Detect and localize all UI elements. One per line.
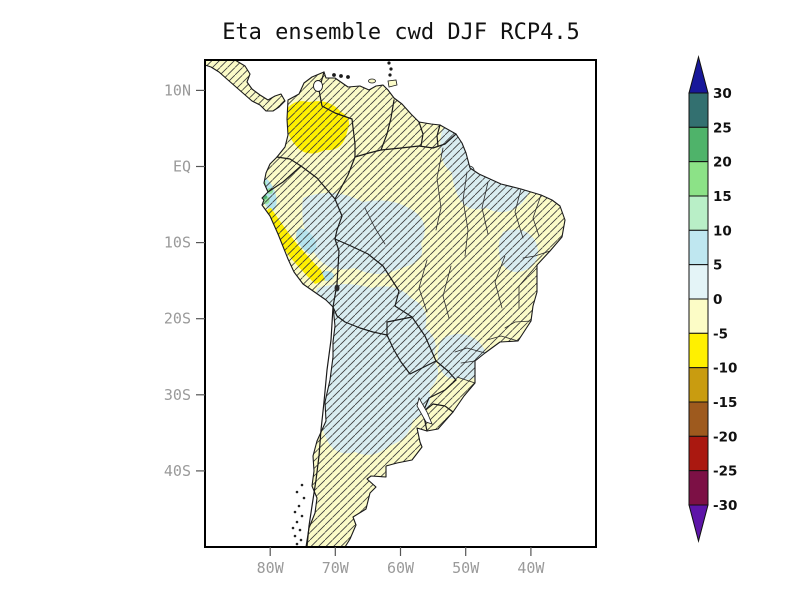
latitude-axis bbox=[196, 89, 205, 472]
colorbar-label: -30 bbox=[713, 498, 737, 514]
island-dot bbox=[339, 74, 343, 78]
colorbar-label: 15 bbox=[713, 189, 732, 205]
colorbar-label: 20 bbox=[713, 155, 732, 171]
colorbar: 30 25 20 15 10 5 0 -5 -10 -15 -20 -25 -3… bbox=[688, 55, 737, 543]
island-dot bbox=[332, 73, 336, 77]
colorbar-bottom-arrow bbox=[688, 504, 709, 543]
lake-maracaibo bbox=[313, 80, 323, 92]
state-borders bbox=[364, 147, 551, 384]
lon-label: 80W bbox=[257, 559, 285, 577]
colorbar-segment bbox=[688, 435, 709, 472]
colorbar-segment bbox=[688, 367, 709, 403]
longitude-labels: 80W 70W 60W 50W 40W bbox=[257, 559, 546, 577]
longitude-axis bbox=[269, 547, 532, 556]
figure-title: Eta ensemble cwd DJF RCP4.5 bbox=[222, 20, 580, 45]
chilean-fjords-speckles bbox=[291, 483, 306, 546]
colorbar-segment bbox=[688, 401, 709, 437]
colorbar-segment bbox=[688, 126, 709, 163]
lakes bbox=[313, 80, 433, 425]
lat-label: 30S bbox=[164, 386, 191, 404]
lon-label: 60W bbox=[387, 559, 415, 577]
colorbar-label: -10 bbox=[713, 361, 737, 377]
trinidad-island bbox=[387, 79, 398, 88]
coastlines bbox=[204, 59, 566, 548]
lake-titicaca bbox=[334, 284, 340, 292]
margarita-island bbox=[368, 78, 376, 84]
colorbar-label: -20 bbox=[713, 429, 737, 445]
latitude-labels: 10N EQ 10S 20S 30S 40S bbox=[164, 81, 191, 480]
island-dot bbox=[388, 73, 392, 77]
lon-label: 50W bbox=[452, 559, 480, 577]
lat-label: 10S bbox=[164, 234, 191, 252]
lat-label: EQ bbox=[173, 158, 191, 176]
colorbar-segment bbox=[688, 92, 709, 128]
colorbar-segment bbox=[688, 161, 709, 197]
lagoa-dos-patos bbox=[416, 396, 433, 425]
colorbar-label: -5 bbox=[713, 326, 728, 342]
lat-label: 10N bbox=[164, 81, 191, 99]
map-panel: 10N EQ 10S 20S 30S 40S 80W 70W 60W 50W 4… bbox=[164, 59, 597, 577]
colorbar-segment bbox=[688, 229, 709, 266]
island-dot bbox=[389, 67, 393, 71]
lon-label: 70W bbox=[322, 559, 350, 577]
colorbar-segment bbox=[688, 298, 709, 334]
colorbar-segment bbox=[688, 470, 709, 506]
colorbar-segment bbox=[688, 195, 709, 231]
colorbar-label: 30 bbox=[713, 86, 732, 102]
colorbar-label: 5 bbox=[713, 258, 722, 274]
colorbar-label: -25 bbox=[713, 464, 737, 480]
colorbar-label: 25 bbox=[713, 120, 732, 136]
lon-label: 40W bbox=[517, 559, 545, 577]
lat-label: 40S bbox=[164, 462, 191, 480]
island-dot bbox=[387, 61, 391, 65]
colorbar-label: -15 bbox=[713, 395, 737, 411]
colorbar-label: 0 bbox=[713, 292, 722, 308]
colorbar-segment bbox=[688, 332, 709, 369]
island-dot bbox=[346, 75, 350, 79]
lat-label: 20S bbox=[164, 310, 191, 328]
colorbar-segment bbox=[688, 264, 709, 300]
colorbar-top-arrow bbox=[688, 55, 709, 94]
colorbar-label: 10 bbox=[713, 223, 732, 239]
colorbar-labels: 30 25 20 15 10 5 0 -5 -10 -15 -20 -25 -3… bbox=[713, 86, 737, 514]
